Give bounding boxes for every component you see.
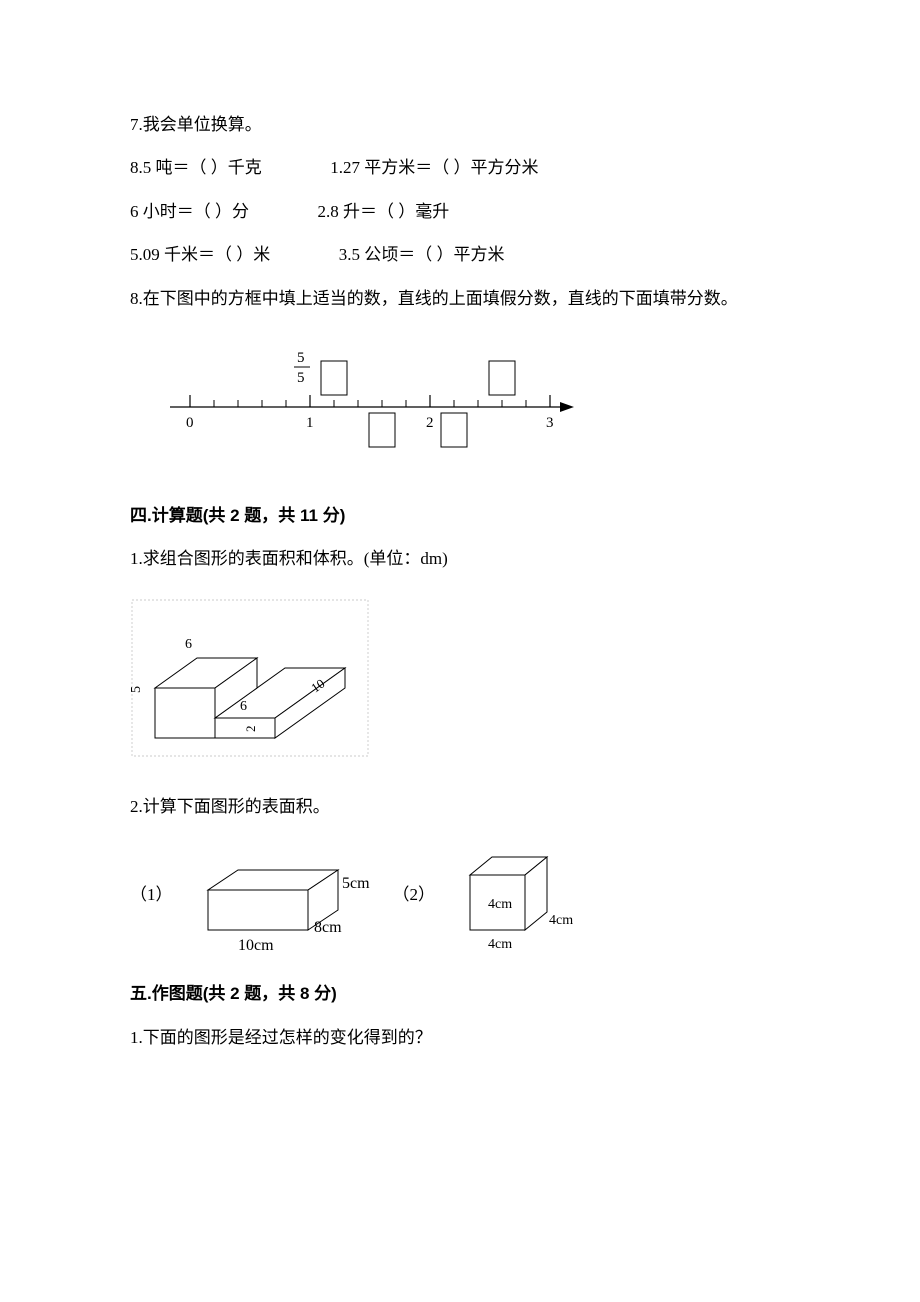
- sec4-q1-text: 1.求组合图形的表面积和体积。(单位：dm): [130, 540, 790, 577]
- q7-row-1-right: 2.8 升＝（ ）毫升: [318, 202, 450, 221]
- svg-text:5: 5: [297, 350, 305, 366]
- cube-svg: 4cm 4cm 4cm: [455, 840, 585, 950]
- svg-text:8cm: 8cm: [314, 919, 342, 936]
- svg-text:10cm: 10cm: [238, 937, 274, 950]
- sec4-q1-figure: 566210: [130, 598, 790, 758]
- q8-numberline-figure: 0 1 2 3 5 5: [130, 337, 790, 467]
- numberline-svg: 0 1 2 3 5 5: [130, 337, 590, 467]
- svg-text:5cm: 5cm: [342, 875, 370, 892]
- cuboid-num-label: （1）: [130, 876, 173, 913]
- composite-solid-svg: 566210: [130, 598, 370, 758]
- q7-heading: 7.我会单位换算。: [130, 106, 790, 143]
- sec4-q2-text: 2.计算下面图形的表面积。: [130, 788, 790, 825]
- q8-heading: 8.在下图中的方框中填上适当的数，直线的上面填假分数，直线的下面填带分数。: [130, 280, 790, 317]
- sec4-q2-figures: （1） 5cm 8cm 10cm （2） 4cm 4cm 4cm: [130, 840, 790, 950]
- page: 7.我会单位换算。 8.5 吨＝（ ）千克 1.27 平方米＝（ ）平方分米 6…: [0, 0, 920, 1122]
- q7-row-0: 8.5 吨＝（ ）千克 1.27 平方米＝（ ）平方分米: [130, 149, 790, 186]
- svg-text:3: 3: [546, 415, 554, 431]
- sec4-heading: 四.计算题(共 2 题，共 11 分): [130, 497, 790, 534]
- cuboid-svg: 5cm 8cm 10cm: [193, 840, 373, 950]
- svg-text:6: 6: [240, 699, 247, 714]
- svg-text:0: 0: [186, 415, 194, 431]
- q7-row-2-right: 3.5 公顷＝（ ）平方米: [339, 245, 505, 264]
- svg-text:4cm: 4cm: [549, 913, 573, 928]
- svg-text:5: 5: [297, 370, 305, 386]
- svg-text:5: 5: [130, 686, 144, 693]
- sec5-heading: 五.作图题(共 2 题，共 8 分): [130, 975, 790, 1012]
- svg-text:2: 2: [426, 415, 434, 431]
- svg-text:4cm: 4cm: [488, 937, 512, 950]
- q7-row-1-left: 6 小时＝（ ）分: [130, 202, 249, 221]
- cube-num-label: （2）: [393, 876, 436, 913]
- q7-row-2: 5.09 千米＝（ ）米 3.5 公顷＝（ ）平方米: [130, 236, 790, 273]
- q7-row-0-left: 8.5 吨＝（ ）千克: [130, 158, 262, 177]
- q7-row-2-left: 5.09 千米＝（ ）米: [130, 245, 270, 264]
- svg-text:6: 6: [185, 637, 192, 652]
- q7-row-1: 6 小时＝（ ）分 2.8 升＝（ ）毫升: [130, 193, 790, 230]
- q7-row-0-right: 1.27 平方米＝（ ）平方分米: [330, 158, 538, 177]
- svg-text:1: 1: [306, 415, 314, 431]
- sec5-q1-text: 1.下面的图形是经过怎样的变化得到的？: [130, 1019, 790, 1056]
- svg-text:4cm: 4cm: [488, 897, 512, 912]
- svg-text:2: 2: [243, 725, 258, 732]
